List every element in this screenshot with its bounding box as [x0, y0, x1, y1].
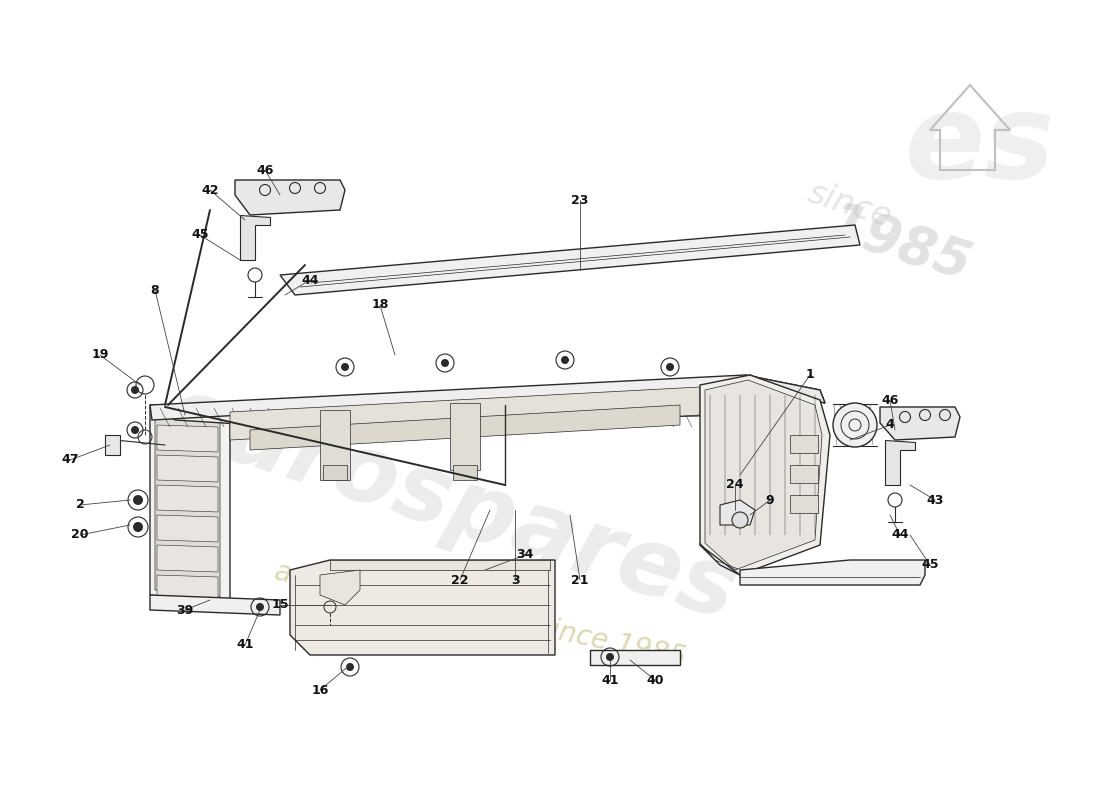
- Polygon shape: [450, 403, 480, 470]
- Text: 15: 15: [272, 598, 288, 611]
- Polygon shape: [157, 575, 218, 602]
- Text: 20: 20: [72, 529, 89, 542]
- Polygon shape: [880, 407, 960, 440]
- Text: a passion for parts since 1985: a passion for parts since 1985: [272, 558, 689, 672]
- Polygon shape: [280, 225, 860, 295]
- Polygon shape: [745, 375, 825, 403]
- Polygon shape: [590, 650, 680, 665]
- Text: es: es: [905, 87, 1055, 202]
- Text: 3: 3: [510, 574, 519, 586]
- Text: 1: 1: [805, 369, 814, 382]
- Circle shape: [133, 495, 143, 505]
- Polygon shape: [157, 425, 218, 452]
- Polygon shape: [705, 380, 822, 570]
- Polygon shape: [320, 570, 360, 605]
- Polygon shape: [790, 465, 818, 483]
- Text: 45: 45: [191, 229, 209, 242]
- Text: 8: 8: [151, 283, 160, 297]
- Text: 21: 21: [571, 574, 588, 586]
- Polygon shape: [157, 455, 218, 482]
- Circle shape: [346, 663, 354, 671]
- Polygon shape: [790, 495, 818, 513]
- Text: 41: 41: [602, 674, 618, 686]
- Text: 40: 40: [647, 674, 663, 686]
- Circle shape: [341, 363, 349, 371]
- Polygon shape: [157, 545, 218, 572]
- Text: 46: 46: [881, 394, 899, 406]
- Polygon shape: [323, 465, 346, 480]
- Text: 9: 9: [766, 494, 774, 506]
- Text: 44: 44: [891, 529, 909, 542]
- Circle shape: [131, 386, 139, 394]
- Circle shape: [606, 653, 614, 661]
- Polygon shape: [320, 410, 350, 480]
- Polygon shape: [150, 405, 230, 605]
- Text: 41: 41: [236, 638, 254, 651]
- Text: 45: 45: [922, 558, 938, 571]
- Polygon shape: [720, 500, 755, 525]
- Polygon shape: [235, 180, 345, 215]
- Polygon shape: [155, 415, 220, 597]
- Text: 44: 44: [301, 274, 319, 286]
- Text: since: since: [804, 176, 896, 234]
- Text: 24: 24: [726, 478, 744, 491]
- Polygon shape: [700, 375, 830, 575]
- Text: 1985: 1985: [822, 198, 978, 293]
- Polygon shape: [150, 595, 280, 615]
- Text: 23: 23: [571, 194, 588, 206]
- Polygon shape: [790, 435, 818, 453]
- Text: 2: 2: [76, 498, 85, 511]
- Polygon shape: [157, 515, 218, 542]
- Polygon shape: [453, 465, 477, 480]
- Circle shape: [256, 603, 264, 611]
- Text: 43: 43: [926, 494, 944, 506]
- Circle shape: [133, 522, 143, 532]
- Polygon shape: [740, 560, 925, 585]
- Circle shape: [441, 359, 449, 367]
- Polygon shape: [886, 440, 915, 485]
- Polygon shape: [150, 375, 825, 420]
- Polygon shape: [330, 560, 550, 570]
- Text: 19: 19: [91, 349, 109, 362]
- Text: 22: 22: [451, 574, 469, 586]
- Text: 42: 42: [201, 183, 219, 197]
- Text: eurospares: eurospares: [152, 369, 748, 641]
- Circle shape: [833, 403, 877, 447]
- Polygon shape: [157, 485, 218, 512]
- Text: 18: 18: [372, 298, 388, 311]
- Polygon shape: [104, 435, 120, 455]
- Text: 4: 4: [886, 418, 894, 431]
- Polygon shape: [230, 387, 700, 440]
- Text: 34: 34: [516, 549, 534, 562]
- Polygon shape: [240, 215, 270, 260]
- Polygon shape: [250, 405, 680, 450]
- Circle shape: [732, 512, 748, 528]
- Text: 46: 46: [256, 163, 274, 177]
- Text: 39: 39: [176, 603, 194, 617]
- Text: 47: 47: [62, 454, 79, 466]
- Circle shape: [666, 363, 674, 371]
- Circle shape: [131, 426, 139, 434]
- Circle shape: [561, 356, 569, 364]
- Polygon shape: [150, 375, 820, 425]
- Polygon shape: [290, 560, 556, 655]
- Text: 16: 16: [311, 683, 329, 697]
